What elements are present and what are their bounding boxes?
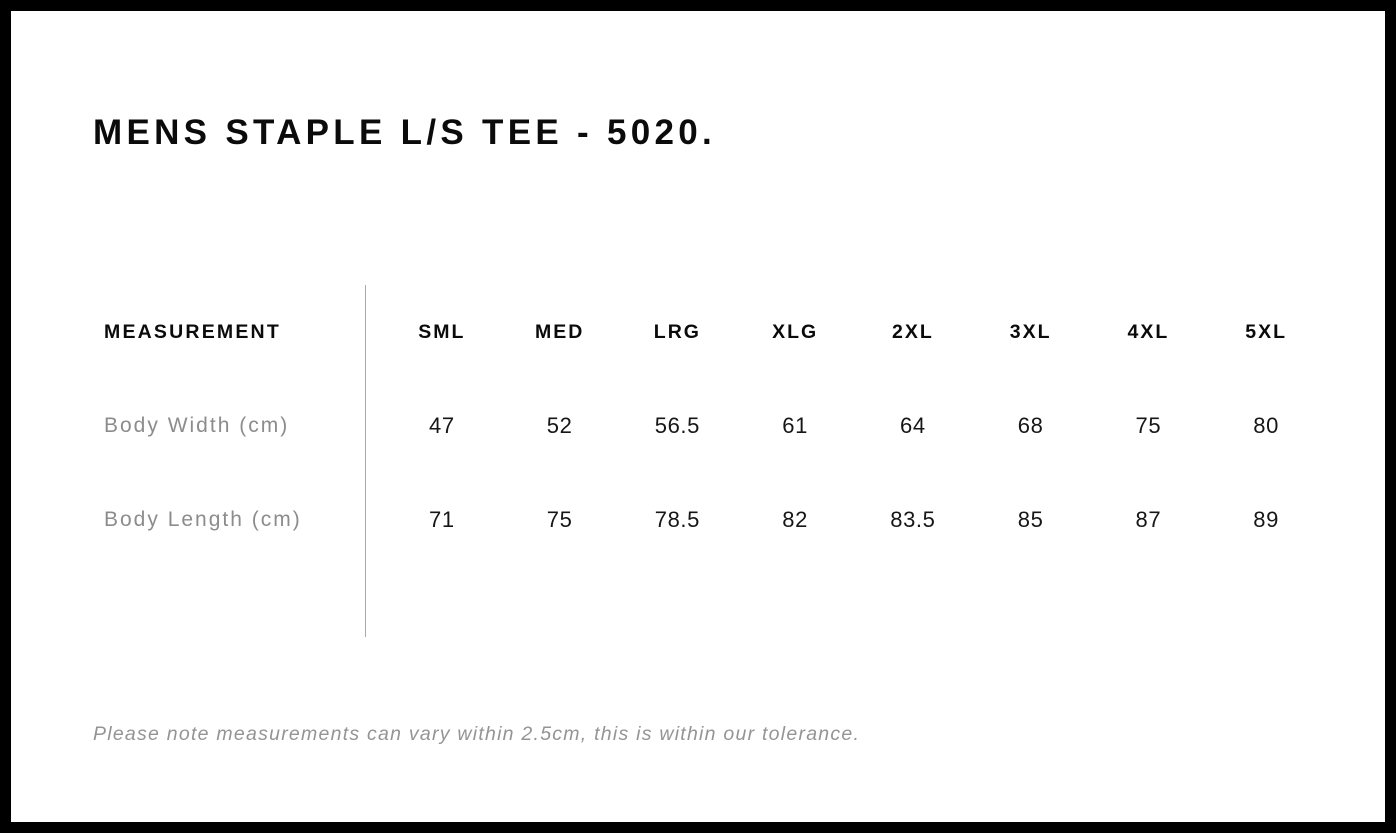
column-header-5xl: 5XL <box>1245 320 1287 343</box>
cell-body-width-5xl: 80 <box>1253 413 1279 438</box>
page-title: MENS STAPLE L/S TEE - 5020. <box>93 113 717 152</box>
cell-body-length-lrg: 78.5 <box>654 507 700 532</box>
table-row: Body Width (cm) 47 52 56.5 61 64 68 75 8… <box>93 379 1325 473</box>
column-header-2xl: 2XL <box>891 320 934 343</box>
cell-body-width-4xl: 75 <box>1135 413 1162 438</box>
cell-body-length-5xl: 89 <box>1253 507 1279 532</box>
size-chart-table: MEASUREMENT SML MED LRG XLG 2XL 3XL 4XL … <box>93 285 1325 567</box>
cell-body-length-sml: 71 <box>429 507 455 532</box>
cell-body-length-3xl: 85 <box>1017 507 1044 532</box>
column-header-sml: SML <box>418 320 466 343</box>
cell-body-width-2xl: 64 <box>900 413 926 438</box>
cell-body-length-2xl: 83.5 <box>890 507 936 532</box>
cell-body-length-4xl: 87 <box>1135 507 1162 532</box>
column-header-4xl: 4XL <box>1127 320 1170 343</box>
cell-body-width-lrg: 56.5 <box>654 413 700 438</box>
cell-body-length-xlg: 82 <box>782 507 808 532</box>
column-divider-line <box>365 285 366 637</box>
row-label-body-width: Body Width (cm) <box>104 414 290 437</box>
column-header-3xl: 3XL <box>1009 320 1052 343</box>
cell-body-length-med: 75 <box>546 507 573 532</box>
cell-body-width-sml: 47 <box>429 413 455 438</box>
table-header-row: MEASUREMENT SML MED LRG XLG 2XL 3XL 4XL … <box>93 285 1325 379</box>
cell-body-width-3xl: 68 <box>1017 413 1044 438</box>
cell-body-width-med: 52 <box>546 413 573 438</box>
column-header-lrg: LRG <box>653 320 701 343</box>
table-row: Body Length (cm) 71 75 78.5 82 83.5 85 8… <box>93 473 1325 567</box>
column-header-med: MED <box>534 320 585 343</box>
row-label-body-length: Body Length (cm) <box>104 508 302 531</box>
column-header-measurement: MEASUREMENT <box>104 320 281 343</box>
column-header-xlg: XLG <box>772 320 819 343</box>
size-table-container: MEASUREMENT SML MED LRG XLG 2XL 3XL 4XL … <box>93 285 1325 665</box>
size-chart-card: MENS STAPLE L/S TEE - 5020. MEASUREMENT … <box>11 11 1385 822</box>
cell-body-width-xlg: 61 <box>782 413 808 438</box>
tolerance-note: Please note measurements can vary within… <box>93 723 861 745</box>
